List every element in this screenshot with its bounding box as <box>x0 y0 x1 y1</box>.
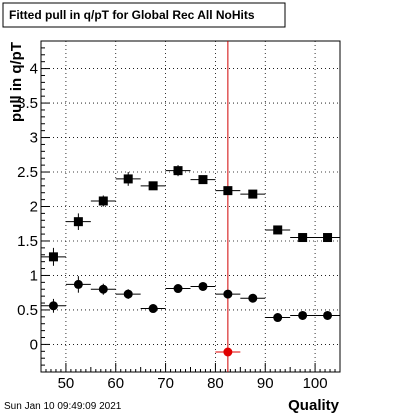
data-point-square <box>48 252 58 262</box>
x-tick-label: 70 <box>157 375 174 392</box>
data-point-circle <box>98 284 108 294</box>
y-tick-label: 1 <box>30 267 38 284</box>
y-tick-label: 1.5 <box>17 233 38 250</box>
y-tick-label: 3.5 <box>17 95 38 112</box>
data-point-square <box>148 181 158 191</box>
data-point-circle <box>198 281 208 291</box>
data-point-square <box>173 166 183 176</box>
data-point-circle <box>298 310 308 320</box>
data-point-circle <box>323 310 333 320</box>
data-point-circle <box>48 301 58 311</box>
axis-layer: 50 60 70 80 90 100 0 0.5 1 1.5 2 2.5 3 3.5 4 <box>17 40 341 392</box>
y-tick-label: 0 <box>30 336 38 353</box>
grid-layer <box>41 41 340 372</box>
data-point-square <box>298 233 308 243</box>
x-tick-label: 80 <box>207 375 224 392</box>
y-tick-label: 0.5 <box>17 302 38 319</box>
data-point-square <box>198 175 208 185</box>
x-tick-label: 100 <box>303 375 328 392</box>
x-tick-label: 50 <box>58 375 75 392</box>
data-point-circle <box>73 279 83 289</box>
x-tick-label: 90 <box>257 375 274 392</box>
data-point-circle <box>223 289 233 299</box>
data-point-square <box>98 196 108 206</box>
y-tick-label: 4 <box>30 61 38 78</box>
y-tick-label: 2 <box>30 199 38 216</box>
data-point-circle <box>148 304 158 314</box>
data-point-circle <box>248 293 258 303</box>
x-tick-label: 60 <box>107 375 124 392</box>
data-point-square <box>73 217 83 227</box>
data-point-square <box>248 189 258 199</box>
data-point-square <box>323 233 333 243</box>
x-axis-title: Quality <box>288 397 340 414</box>
chart-title: Fitted pull in q/pT for Global Rec All N… <box>9 8 255 22</box>
y-tick-label: 3 <box>30 130 38 147</box>
data-point-circle <box>173 284 183 294</box>
data-point-square <box>123 174 133 184</box>
y-tick-label: 2.5 <box>17 164 38 181</box>
data-point-square <box>273 225 283 235</box>
timestamp: Sun Jan 10 09:49:09 2021 <box>4 401 122 412</box>
data-point-circle <box>123 289 133 299</box>
data-point-circle <box>223 347 233 357</box>
data-layer <box>41 165 340 357</box>
data-point-square <box>223 186 233 196</box>
title-box <box>2 2 286 28</box>
y-axis-title: pull in q/pT <box>8 42 25 122</box>
data-point-circle <box>273 313 283 323</box>
